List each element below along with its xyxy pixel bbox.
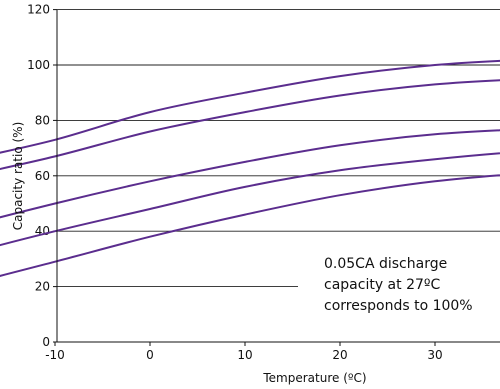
y-tick-label: 0 — [42, 335, 50, 349]
x-tick-label: 10 — [237, 348, 252, 362]
x-tick-label: 20 — [332, 348, 347, 362]
y-tick-label: 60 — [35, 169, 50, 183]
y-tick-label: 120 — [27, 3, 50, 17]
x-tick-label: -10 — [45, 348, 65, 362]
annotation-line-2: capacity at 27ºC — [324, 277, 440, 293]
series-line-0.05CA — [0, 59, 500, 154]
y-tick-label: 20 — [35, 280, 50, 294]
series-line-0.6CA — [0, 152, 500, 247]
y-axis-label: Capacity ratio (%) — [11, 122, 25, 231]
annotation-line-1: 0.05CA discharge — [324, 256, 447, 272]
series-lines — [0, 59, 500, 277]
y-tick-label: 100 — [27, 58, 50, 72]
series-line-1CA — [0, 174, 500, 277]
x-axis-label: Temperature (ºC) — [262, 371, 366, 385]
x-tick-label: 0 — [146, 348, 154, 362]
x-tick-label: 30 — [427, 348, 442, 362]
annotation-line-3: corresponds to 100% — [324, 298, 473, 314]
series-line-0.25CA — [0, 129, 500, 219]
x-tick-labels: -20-100102030405060 — [45, 342, 443, 362]
y-tick-label: 80 — [35, 113, 50, 127]
annotation-box — [298, 244, 500, 322]
series-line-0.1CA — [0, 79, 500, 170]
